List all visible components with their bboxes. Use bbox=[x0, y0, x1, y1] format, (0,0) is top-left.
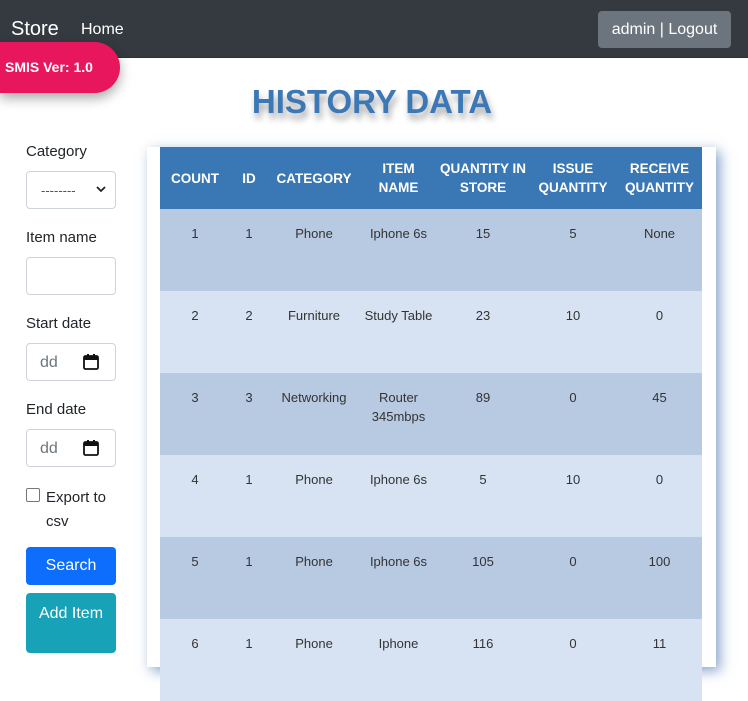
navbar: Store Home admin | Logout bbox=[0, 0, 748, 58]
history-table-body: 1 1 Phone Iphone 6s 15 5 None 2 2 Furniture Study … bbox=[160, 209, 702, 701]
category-label: Category bbox=[26, 143, 87, 160]
table-row: 2 2 Furniture Study Table 23 10 0 bbox=[160, 291, 702, 373]
table-row: 5 1 Phone Iphone 6s 105 0 100 bbox=[160, 537, 702, 619]
header-issue-quantity: ISSUE QUANTITY bbox=[529, 147, 617, 209]
table-row: 4 1 Phone Iphone 6s 5 10 0 bbox=[160, 455, 702, 537]
cell-issue-quantity: 0 bbox=[529, 373, 617, 455]
end-date-placeholder: dd bbox=[40, 440, 58, 457]
cell-receive-quantity: None bbox=[617, 209, 702, 291]
cell-item-name: Iphone 6s bbox=[360, 455, 437, 537]
version-badge: SMIS Ver: 1.0 bbox=[0, 42, 120, 93]
start-date-placeholder: dd bbox=[40, 354, 58, 371]
cell-item-name: Router 345mbps bbox=[360, 373, 437, 455]
cell-issue-quantity: 5 bbox=[529, 209, 617, 291]
header-category: CATEGORY bbox=[268, 147, 360, 209]
cell-count: 5 bbox=[160, 537, 230, 619]
header-item-name: ITEM NAME bbox=[360, 147, 437, 209]
item-name-input[interactable] bbox=[26, 257, 116, 295]
start-date-input[interactable]: dd bbox=[26, 343, 116, 381]
history-table: COUNT ID CATEGORY ITEM NAME QUANTITY IN … bbox=[160, 147, 702, 701]
nav-home-link[interactable]: Home bbox=[81, 21, 124, 38]
cell-category: Phone bbox=[268, 209, 360, 291]
cell-receive-quantity: 0 bbox=[617, 291, 702, 373]
cell-id: 1 bbox=[230, 619, 268, 701]
table-header-row: COUNT ID CATEGORY ITEM NAME QUANTITY IN … bbox=[160, 147, 702, 209]
calendar-icon[interactable] bbox=[82, 353, 100, 371]
cell-id: 2 bbox=[230, 291, 268, 373]
header-count: COUNT bbox=[160, 147, 230, 209]
item-name-label: Item name bbox=[26, 229, 97, 246]
cell-receive-quantity: 100 bbox=[617, 537, 702, 619]
header-receive-quantity: RECEIVE QUANTITY bbox=[617, 147, 702, 209]
cell-category: Phone bbox=[268, 619, 360, 701]
calendar-icon[interactable] bbox=[82, 439, 100, 457]
cell-category: Networking bbox=[268, 373, 360, 455]
table-row: 6 1 Phone Iphone 116 0 11 bbox=[160, 619, 702, 701]
cell-quantity-in-store: 15 bbox=[437, 209, 529, 291]
end-date-label: End date bbox=[26, 401, 87, 418]
cell-receive-quantity: 45 bbox=[617, 373, 702, 455]
cell-issue-quantity: 10 bbox=[529, 455, 617, 537]
table-row: 1 1 Phone Iphone 6s 15 5 None bbox=[160, 209, 702, 291]
search-button[interactable]: Search bbox=[26, 547, 116, 585]
cell-item-name: Iphone 6s bbox=[360, 537, 437, 619]
cell-id: 1 bbox=[230, 209, 268, 291]
cell-issue-quantity: 10 bbox=[529, 291, 617, 373]
cell-count: 1 bbox=[160, 209, 230, 291]
cell-item-name: Study Table bbox=[360, 291, 437, 373]
cell-receive-quantity: 0 bbox=[617, 455, 702, 537]
cell-quantity-in-store: 105 bbox=[437, 537, 529, 619]
header-quantity-in-store: QUANTITY IN STORE bbox=[437, 147, 529, 209]
category-select[interactable]: -------- bbox=[26, 171, 116, 209]
cell-quantity-in-store: 5 bbox=[437, 455, 529, 537]
category-selected-value: -------- bbox=[41, 183, 76, 198]
end-date-input[interactable]: dd bbox=[26, 429, 116, 467]
header-id: ID bbox=[230, 147, 268, 209]
cell-receive-quantity: 11 bbox=[617, 619, 702, 701]
history-table-card: COUNT ID CATEGORY ITEM NAME QUANTITY IN … bbox=[147, 147, 716, 701]
start-date-label: Start date bbox=[26, 315, 92, 332]
cell-count: 3 bbox=[160, 373, 230, 455]
cell-category: Phone bbox=[268, 537, 360, 619]
chevron-down-icon bbox=[96, 186, 106, 193]
cell-issue-quantity: 0 bbox=[529, 537, 617, 619]
export-csv-checkbox[interactable] bbox=[26, 488, 40, 502]
cell-category: Phone bbox=[268, 455, 360, 537]
cell-count: 4 bbox=[160, 455, 230, 537]
cell-issue-quantity: 0 bbox=[529, 619, 617, 701]
table-row: 3 3 Networking Router 345mbps 89 0 45 bbox=[160, 373, 702, 455]
cell-id: 1 bbox=[230, 455, 268, 537]
logout-button[interactable]: admin | Logout bbox=[598, 11, 731, 48]
add-item-button[interactable]: Add Item bbox=[26, 593, 116, 653]
brand-link[interactable]: Store bbox=[11, 18, 59, 40]
cell-quantity-in-store: 89 bbox=[437, 373, 529, 455]
page-title: HISTORY DATA bbox=[251, 83, 493, 120]
cell-count: 6 bbox=[160, 619, 230, 701]
cell-id: 3 bbox=[230, 373, 268, 455]
export-csv-label[interactable]: Export to csv bbox=[46, 489, 107, 530]
cell-count: 2 bbox=[160, 291, 230, 373]
cell-quantity-in-store: 116 bbox=[437, 619, 529, 701]
cell-item-name: Iphone 6s bbox=[360, 209, 437, 291]
cell-item-name: Iphone bbox=[360, 619, 437, 701]
cell-id: 1 bbox=[230, 537, 268, 619]
cell-quantity-in-store: 23 bbox=[437, 291, 529, 373]
cell-category: Furniture bbox=[268, 291, 360, 373]
